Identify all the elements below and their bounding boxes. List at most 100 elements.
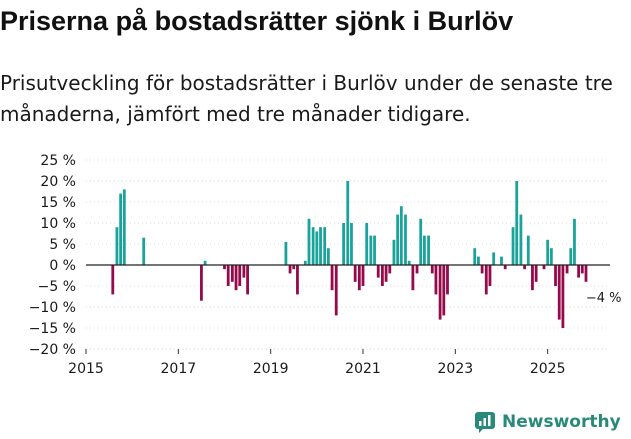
bars	[111, 181, 588, 328]
y-axis: 25 % 20 % 15 % 10 % 5 % 0 % −5 % −10 % −15 % −20 …	[29, 153, 76, 358]
bar	[246, 265, 249, 295]
y-tick-label: 0 %	[49, 258, 76, 274]
bar	[419, 218, 423, 265]
bar-chart: 25 % 20 % 15 % 10 % 5 % 0 % −5 % −10 % −15 % −20 …	[29, 153, 622, 377]
bar	[477, 256, 480, 265]
bar	[330, 265, 334, 291]
bar	[411, 265, 415, 291]
bar	[342, 223, 346, 265]
bar	[234, 265, 238, 291]
bar	[399, 206, 403, 265]
bar	[115, 227, 119, 265]
bar	[427, 235, 430, 265]
bar	[557, 265, 561, 320]
grid-lines	[86, 159, 610, 350]
bar	[296, 265, 299, 295]
bar	[326, 248, 330, 265]
bar	[484, 265, 488, 295]
bar	[119, 193, 123, 265]
bar	[546, 239, 550, 265]
bar	[223, 265, 226, 270]
y-tick-label: −20 %	[29, 342, 76, 358]
chart-title: Priserna på bostadsrätter sjönk i Burlöv	[0, 6, 514, 36]
bar	[407, 260, 411, 265]
bar	[292, 265, 296, 270]
bar	[203, 260, 207, 265]
y-tick-label: 20 %	[40, 174, 76, 190]
bar	[531, 265, 534, 291]
bar	[503, 265, 507, 270]
newsworthy-logo-icon	[475, 412, 495, 433]
bar	[573, 218, 576, 265]
bar	[549, 248, 553, 265]
chart-subtitle: Prisutveckling för bostadsrätter i Burlö…	[0, 71, 613, 126]
bar	[569, 248, 573, 265]
y-tick-label: 10 %	[40, 216, 76, 232]
bar	[376, 265, 380, 278]
bar	[430, 265, 434, 274]
bar	[526, 235, 530, 265]
bar	[500, 256, 503, 265]
x-axis: 2015 2017 2019 2021 2023 2025	[68, 349, 565, 377]
bar	[111, 265, 115, 295]
bar	[284, 241, 288, 265]
y-tick-label: 15 %	[40, 195, 76, 211]
bar	[384, 265, 388, 282]
y-tick-label: 25 %	[40, 153, 76, 169]
bar	[226, 265, 230, 286]
bar	[311, 227, 315, 265]
y-tick-label: −5 %	[38, 279, 76, 295]
bar	[380, 265, 384, 286]
x-tick-label: 2017	[161, 361, 197, 377]
bar	[122, 189, 126, 265]
bar	[580, 265, 584, 274]
bar	[534, 265, 538, 282]
bar	[423, 235, 426, 265]
y-tick-label: −15 %	[29, 321, 76, 337]
bar	[361, 265, 365, 286]
bar	[357, 265, 361, 291]
bar	[511, 227, 515, 265]
bar	[200, 265, 203, 301]
bar	[392, 239, 396, 265]
bar	[230, 265, 234, 282]
bar	[288, 265, 292, 274]
bar	[142, 237, 146, 265]
bar	[415, 265, 419, 274]
bar	[584, 265, 588, 282]
bar	[353, 265, 357, 282]
bar	[404, 214, 407, 265]
x-tick-label: 2015	[68, 361, 104, 377]
y-tick-label: −10 %	[29, 300, 76, 316]
bar	[438, 265, 442, 320]
bar	[446, 265, 449, 295]
x-tick-label: 2025	[530, 361, 566, 377]
y-tick-label: 5 %	[49, 237, 76, 253]
bar	[334, 265, 338, 316]
bar	[319, 227, 322, 265]
bar	[388, 265, 392, 274]
brand-logo: Newsworthy	[474, 408, 621, 436]
bar	[554, 265, 557, 286]
x-tick-label: 2023	[438, 361, 474, 377]
bar	[480, 265, 484, 274]
bar	[323, 227, 327, 265]
bar	[373, 235, 376, 265]
bar	[315, 231, 319, 265]
last-value-annotation: −4 %	[586, 291, 622, 306]
bar	[492, 252, 496, 265]
bar	[242, 265, 246, 278]
bar	[238, 265, 242, 286]
bar	[515, 181, 519, 265]
bar	[365, 223, 369, 265]
bar	[442, 265, 446, 316]
x-tick-label: 2021	[345, 361, 381, 377]
brand-name: Newsworthy	[502, 412, 621, 432]
bar	[396, 214, 400, 265]
bar	[346, 181, 350, 265]
bar	[542, 265, 546, 270]
bar	[565, 265, 569, 274]
bar	[577, 265, 581, 278]
bar	[307, 218, 311, 265]
bar	[350, 223, 353, 265]
